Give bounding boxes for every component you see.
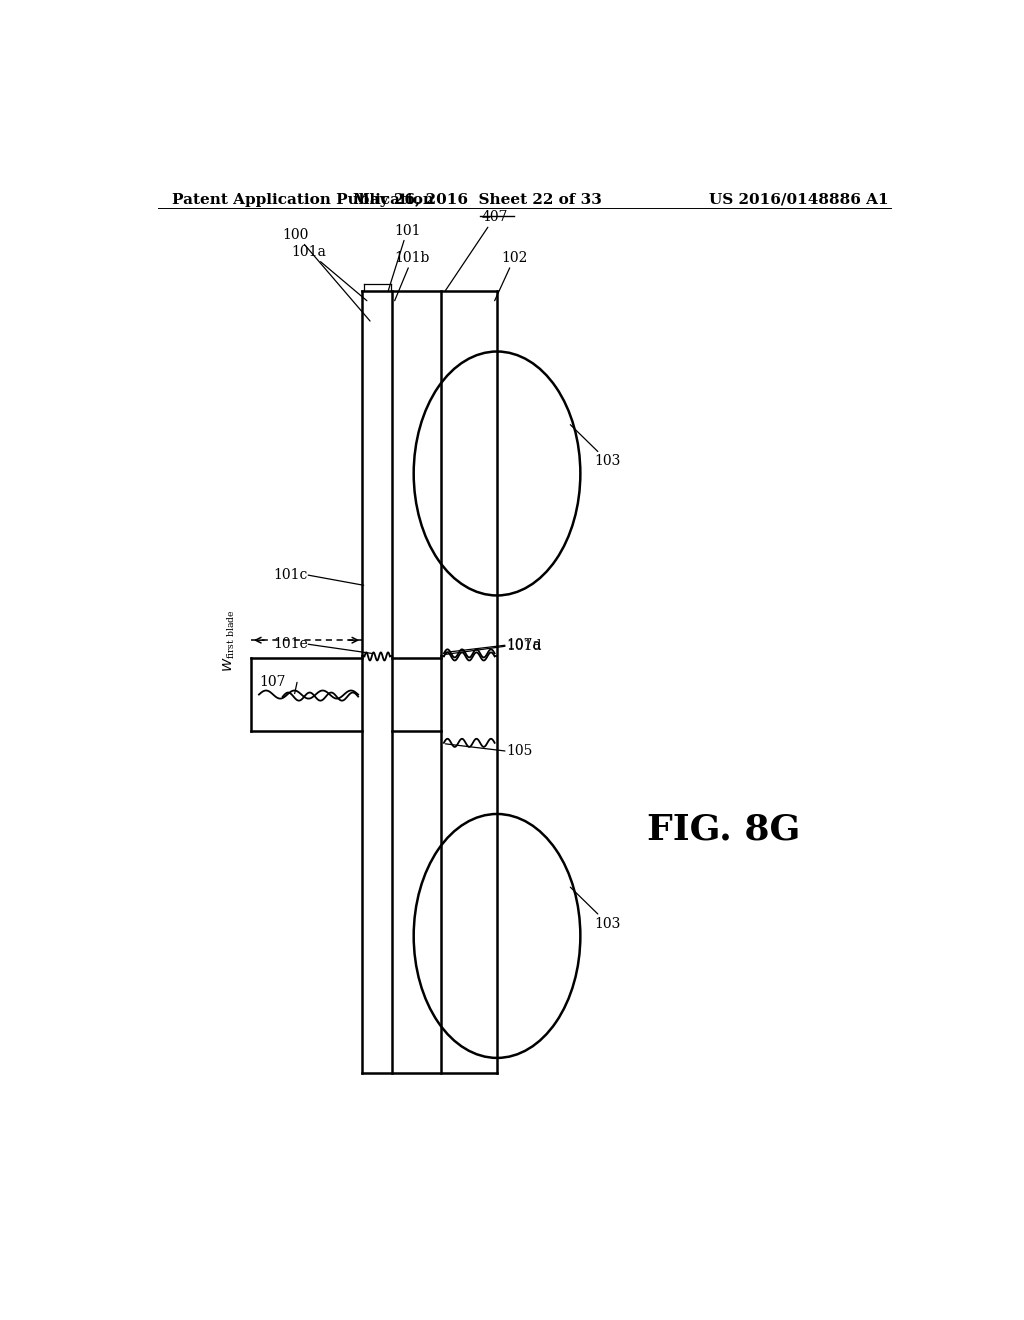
Text: 102: 102 xyxy=(495,251,527,301)
Text: 107: 107 xyxy=(259,676,286,689)
Text: 101d: 101d xyxy=(507,639,542,653)
Text: Patent Application Publication: Patent Application Publication xyxy=(172,193,433,207)
Text: 101c: 101c xyxy=(273,568,308,582)
Text: 101: 101 xyxy=(388,223,421,290)
Text: 101b: 101b xyxy=(394,251,430,301)
Text: 107a: 107a xyxy=(507,639,542,652)
Text: 101a: 101a xyxy=(292,246,367,301)
Text: $W_{\mathregular{first\ blade}}$: $W_{\mathregular{first\ blade}}$ xyxy=(221,609,237,672)
Text: 103: 103 xyxy=(570,425,621,469)
Text: May 26, 2016  Sheet 22 of 33: May 26, 2016 Sheet 22 of 33 xyxy=(352,193,602,207)
Text: 103: 103 xyxy=(570,887,621,931)
Text: 101e: 101e xyxy=(273,638,308,651)
Text: US 2016/0148886 A1: US 2016/0148886 A1 xyxy=(709,193,888,207)
Text: 100: 100 xyxy=(283,227,370,321)
Text: 105: 105 xyxy=(507,744,532,758)
Text: 407: 407 xyxy=(445,210,508,290)
Text: FIG. 8G: FIG. 8G xyxy=(646,812,800,846)
